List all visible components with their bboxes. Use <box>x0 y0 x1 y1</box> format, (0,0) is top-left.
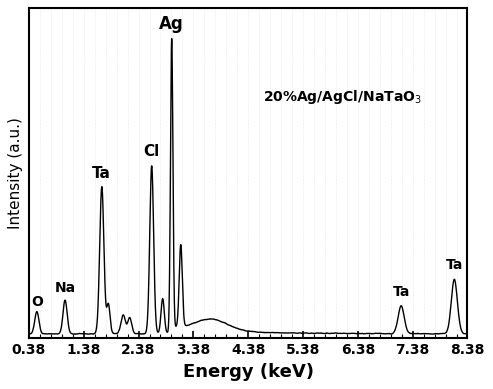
Text: O: O <box>31 295 43 309</box>
Text: Ta: Ta <box>92 166 111 180</box>
Text: Cl: Cl <box>143 144 160 159</box>
Text: Ta: Ta <box>392 286 410 300</box>
Text: Na: Na <box>55 280 75 294</box>
Text: 20%Ag/AgCl/NaTaO$_3$: 20%Ag/AgCl/NaTaO$_3$ <box>263 88 422 106</box>
Y-axis label: Intensity (a.u.): Intensity (a.u.) <box>8 117 23 229</box>
X-axis label: Energy (keV): Energy (keV) <box>183 363 314 381</box>
Text: Ta: Ta <box>446 258 463 272</box>
Text: Ag: Ag <box>159 16 184 33</box>
